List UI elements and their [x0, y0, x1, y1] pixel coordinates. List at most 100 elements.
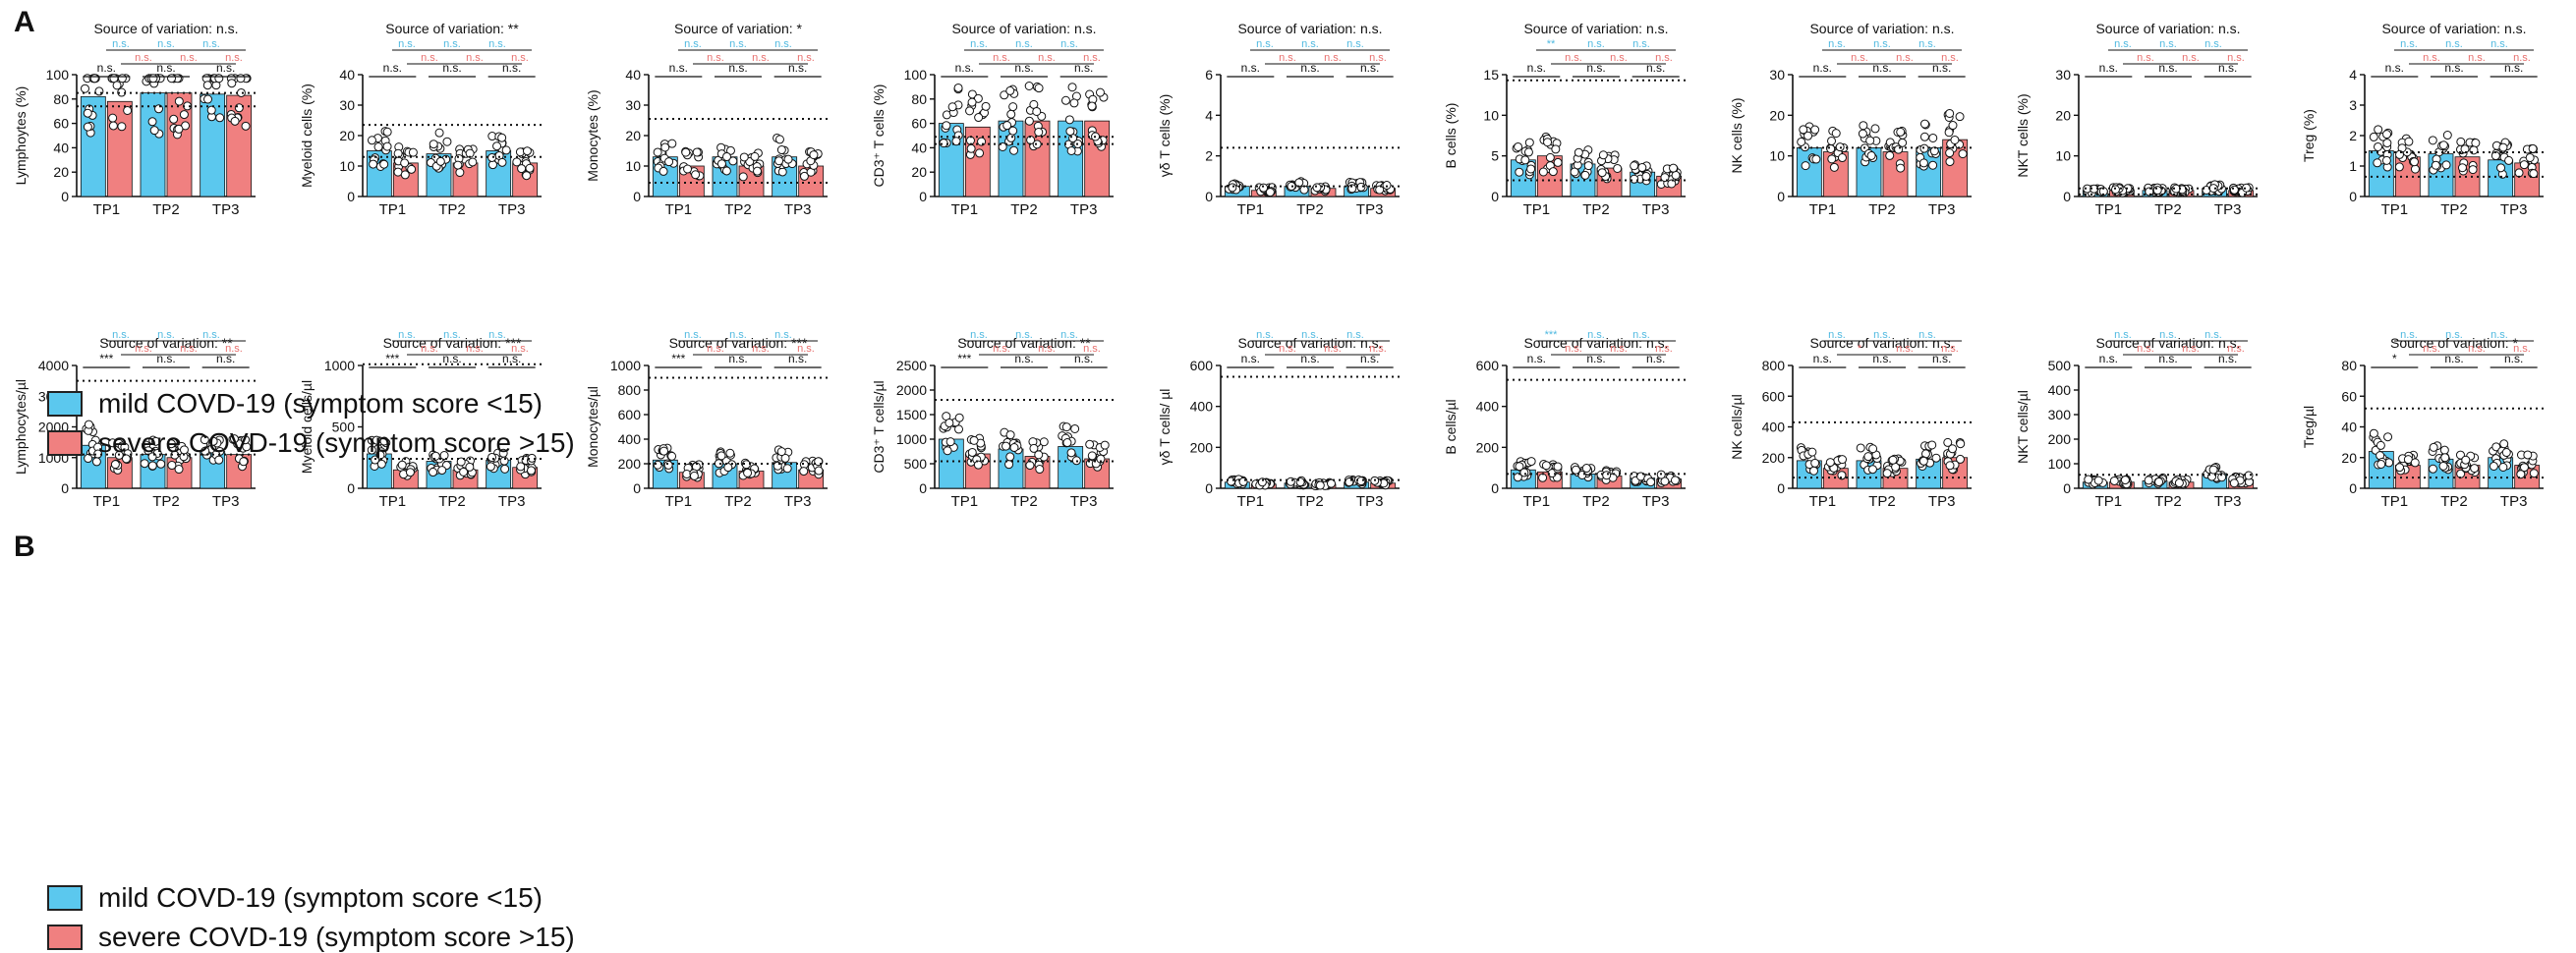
data-point	[147, 117, 157, 127]
y-tick-label: 0	[2063, 189, 2071, 204]
data-point	[2374, 141, 2383, 151]
sig-label-mild: n.s.	[1015, 329, 1033, 341]
sig-label: n.s.	[2099, 352, 2118, 365]
y-tick-label: 20	[2055, 107, 2071, 123]
y-axis-label: B cells/µl	[1443, 399, 1459, 454]
data-point	[1894, 144, 1904, 154]
data-point	[1095, 87, 1105, 97]
y-tick-label: 200	[1190, 439, 1214, 455]
data-point	[2516, 470, 2526, 479]
bar	[1058, 120, 1084, 197]
y-tick-label: 400	[2048, 382, 2072, 398]
data-point	[743, 468, 753, 477]
sig-label-mild: n.s.	[443, 38, 461, 50]
sig-label-mild: n.s.	[2114, 38, 2132, 50]
sig-label-severe: n.s.	[707, 52, 724, 64]
data-point	[367, 445, 376, 455]
sig-label-mild: n.s.	[2204, 38, 2222, 50]
y-tick-label: 0	[1491, 480, 1499, 496]
data-point	[2514, 168, 2524, 178]
y-tick-label: 2000	[896, 382, 927, 398]
data-point	[1667, 179, 1677, 189]
data-point	[405, 468, 415, 477]
y-tick-label: 500	[2048, 358, 2072, 373]
y-tick-label: 5	[1491, 148, 1499, 164]
legend-swatch-severe	[47, 430, 83, 456]
sig-label: n.s.	[955, 61, 974, 75]
data-point	[1538, 167, 1548, 177]
y-tick-label: 400	[1190, 399, 1214, 415]
data-point	[2382, 139, 2392, 148]
chart-panel: Source of variation: n.s. 0 2 4 6 γδ T cells …	[1157, 21, 1400, 218]
y-axis-label: Monocytes (%)	[585, 89, 601, 181]
y-tick-label: 40	[53, 140, 69, 155]
data-point	[653, 147, 662, 157]
data-point	[1950, 135, 1960, 144]
chart-panel: Source of variation: n.s. 0 100 200 300 400 50…	[2015, 329, 2258, 510]
data-point	[1039, 437, 1049, 447]
data-point	[750, 151, 760, 161]
chart-title: Source of variation: n.s.	[1523, 335, 1668, 351]
x-tick-label: TP2	[1010, 493, 1038, 510]
sig-label-severe: n.s.	[180, 343, 198, 355]
data-point	[2523, 450, 2533, 460]
data-point	[84, 420, 93, 429]
x-tick-label: TP2	[152, 201, 180, 218]
sig-label-mild: n.s.	[488, 329, 506, 341]
sig-label-mild: n.s.	[774, 38, 792, 50]
x-tick-label: TP3	[1070, 201, 1098, 218]
sig-label-mild: n.s.	[2445, 38, 2463, 50]
x-tick-label: TP1	[1809, 493, 1837, 510]
data-point	[453, 160, 463, 170]
y-tick-label: 600	[1762, 388, 1786, 404]
bar	[2488, 159, 2514, 197]
sig-label-mild: n.s.	[1015, 38, 1033, 50]
data-point	[2457, 163, 2467, 173]
data-point	[1799, 125, 1808, 135]
data-point	[2498, 462, 2508, 472]
data-point	[525, 163, 535, 173]
data-point	[1956, 439, 1966, 449]
y-tick-label: 100	[904, 67, 928, 83]
data-point	[965, 106, 975, 116]
x-tick-label: TP2	[2154, 493, 2182, 510]
data-point	[1888, 455, 1898, 465]
data-point	[2369, 132, 2378, 141]
sig-label-severe: n.s.	[1038, 343, 1056, 355]
data-point	[1670, 476, 1680, 485]
sig-label-mild: n.s.	[112, 38, 130, 50]
y-tick-label: 100	[2048, 456, 2072, 472]
y-tick-label: 0	[919, 189, 927, 204]
y-tick-label: 1000	[896, 431, 927, 447]
data-point	[753, 166, 763, 176]
y-axis-label: CD3⁺ T cells/µl	[871, 380, 887, 473]
chart-title: Source of variation: *	[2390, 335, 2519, 351]
y-tick-label: 0	[1777, 480, 1785, 496]
data-point	[497, 133, 507, 142]
sig-label-severe: n.s.	[1324, 343, 1342, 355]
data-point	[943, 446, 952, 456]
data-point	[1948, 121, 1958, 131]
sig-label-severe: n.s.	[2468, 343, 2486, 355]
sig-label-severe: n.s.	[1655, 343, 1673, 355]
y-tick-label: 400	[1762, 420, 1786, 435]
sig-label-mild: n.s.	[488, 38, 506, 50]
sig-label-severe: n.s.	[1038, 52, 1056, 64]
data-point	[516, 462, 526, 472]
y-tick-label: 10	[339, 158, 355, 174]
data-point	[1005, 430, 1015, 440]
data-point	[1009, 145, 1019, 155]
sig-label-severe: *	[1858, 343, 1862, 355]
data-point	[1955, 112, 1965, 122]
chart-panel: Source of variation: n.s. 0 1 2 3 4 Treg (%) TP…	[2301, 21, 2544, 218]
chart-title: Source of variation: n.s.	[951, 21, 1096, 36]
data-point	[1827, 136, 1837, 145]
data-point	[2229, 478, 2239, 488]
sig-label-mild: n.s.	[1632, 329, 1650, 341]
sig-label-severe: n.s.	[707, 343, 724, 355]
chart-title: Source of variation: n.s.	[1809, 335, 1954, 351]
x-tick-label: TP2	[2440, 201, 2468, 218]
data-point	[108, 121, 118, 131]
bar	[1882, 151, 1909, 197]
data-point	[1870, 124, 1880, 134]
